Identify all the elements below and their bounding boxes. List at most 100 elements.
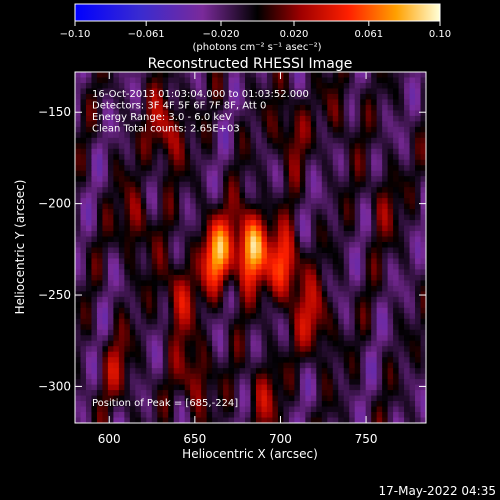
heatmap-cell: [343, 401, 350, 408]
heatmap-cell: [217, 126, 224, 133]
heatmap-cell: [255, 203, 263, 210]
heatmap-cell: [283, 154, 290, 161]
heatmap-cell: [91, 93, 98, 101]
heatmap-cell: [201, 368, 208, 375]
heatmap-cell: [404, 176, 411, 183]
heatmap-cell: [201, 291, 208, 298]
heatmap-cell: [321, 220, 328, 227]
heatmap-cell: [239, 137, 246, 144]
heatmap-cell: [146, 362, 153, 369]
heatmap-cell: [338, 203, 345, 210]
heatmap-cell: [80, 214, 87, 221]
heatmap-cell: [294, 395, 301, 402]
heatmap-cell: [201, 247, 208, 254]
heatmap-cell: [168, 329, 175, 336]
heatmap-cell: [283, 88, 290, 95]
heatmap-cell: [146, 417, 153, 423]
heatmap-cell: [201, 406, 208, 413]
heatmap-cell: [261, 72, 268, 79]
heatmap-cell: [212, 269, 219, 276]
heatmap-cell: [354, 187, 361, 194]
heatmap-cell: [135, 110, 142, 117]
heatmap-cell: [228, 159, 235, 166]
heatmap-cell: [420, 192, 426, 199]
heatmap-cell: [349, 247, 356, 254]
heatmap-cell: [272, 77, 279, 84]
heatmap-cell: [75, 104, 82, 111]
heatmap-cell: [223, 340, 230, 347]
heatmap-cell: [212, 401, 219, 408]
heatmap-cell: [102, 192, 109, 199]
heatmap-cell: [146, 313, 153, 320]
heatmap-cell: [151, 176, 158, 183]
heatmap-cell: [217, 72, 224, 79]
heatmap-cell: [212, 165, 219, 172]
heatmap-cell: [250, 417, 257, 423]
heatmap-cell: [124, 121, 131, 128]
heatmap-cell: [277, 165, 284, 172]
heatmap-cell: [146, 181, 153, 188]
heatmap-cell: [85, 165, 93, 172]
heatmap-cell: [365, 357, 372, 364]
heatmap-cell: [294, 154, 301, 161]
heatmap-cell: [162, 242, 169, 249]
heatmap-cell: [173, 214, 180, 221]
heatmap-cell: [157, 148, 164, 155]
heatmap-cell: [179, 220, 186, 227]
heatmap-cell: [283, 280, 290, 287]
heatmap-cell: [360, 258, 367, 265]
heatmap-cell: [420, 247, 426, 254]
heatmap-cell: [129, 313, 136, 320]
heatmap-cell: [234, 181, 241, 188]
heatmap-cell: [234, 280, 241, 287]
heatmap-cell: [393, 165, 400, 172]
heatmap-cell: [316, 104, 323, 111]
heatmap-cell: [409, 318, 416, 325]
heatmap-cell: [250, 93, 257, 101]
heatmap-cell: [75, 401, 82, 408]
heatmap-cell: [294, 159, 301, 166]
heatmap-cell: [173, 72, 180, 79]
heatmap-cell: [250, 280, 257, 287]
heatmap-cell: [118, 390, 125, 397]
heatmap-cell: [173, 417, 180, 423]
heatmap-cell: [420, 198, 426, 205]
heatmap-cell: [327, 203, 334, 210]
heatmap-cell: [162, 170, 169, 177]
heatmap-cell: [85, 280, 93, 287]
heatmap-cell: [327, 154, 334, 161]
heatmap-cell: [277, 82, 284, 90]
heatmap-cell: [223, 93, 230, 101]
heatmap-cell: [173, 159, 180, 166]
heatmap-cell: [135, 379, 142, 386]
heatmap-cell: [96, 176, 104, 183]
heatmap-cell: [404, 214, 411, 221]
heatmap-cell: [404, 384, 411, 391]
heatmap-cell: [157, 110, 164, 117]
heatmap-cell: [173, 137, 180, 144]
heatmap-cell: [239, 291, 246, 298]
heatmap-cell: [305, 143, 312, 150]
heatmap-cell: [305, 269, 312, 276]
heatmap-cell: [382, 357, 389, 364]
heatmap-cell: [85, 296, 93, 303]
heatmap-cell: [266, 93, 274, 101]
heatmap-cell: [365, 307, 372, 314]
heatmap-cell: [179, 384, 186, 391]
heatmap-cell: [349, 395, 356, 402]
heatmap-cell: [179, 154, 186, 161]
heatmap-cell: [190, 93, 197, 101]
heatmap-cell: [162, 346, 169, 353]
heatmap-cell: [409, 165, 416, 172]
heatmap-cell: [332, 346, 339, 353]
heatmap-cell: [135, 198, 142, 205]
heatmap-cell: [409, 258, 416, 265]
heatmap-cell: [327, 357, 334, 364]
heatmap-cell: [217, 252, 224, 260]
heatmap-cell: [228, 302, 235, 309]
heatmap-cell: [135, 72, 142, 79]
heatmap-cell: [409, 110, 416, 117]
heatmap-cell: [157, 132, 164, 139]
heatmap-cell: [146, 412, 153, 419]
heatmap-cell: [360, 203, 367, 210]
